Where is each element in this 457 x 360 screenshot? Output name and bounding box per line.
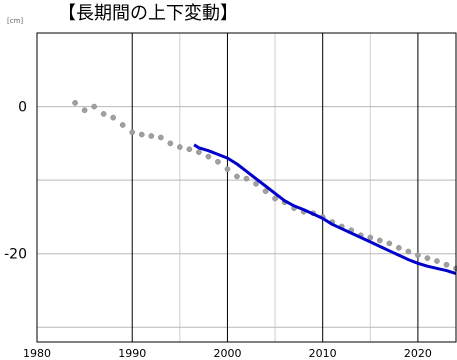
y-unit-label: [cm] bbox=[7, 17, 23, 25]
chart-title: 【長期間の上下変動】 bbox=[58, 3, 238, 24]
data-point bbox=[405, 248, 412, 255]
data-point bbox=[110, 114, 117, 121]
data-point bbox=[205, 153, 212, 160]
data-point bbox=[253, 180, 259, 187]
data-point bbox=[243, 175, 250, 182]
data-point bbox=[376, 237, 383, 244]
y-tick-labels: 0 -20 bbox=[4, 100, 27, 263]
data-point bbox=[186, 146, 193, 153]
plot-frame bbox=[36, 32, 457, 343]
data-point bbox=[215, 158, 221, 165]
x-tick-label: 2010 bbox=[309, 347, 337, 360]
data-point bbox=[434, 258, 440, 264]
data-point bbox=[196, 149, 202, 156]
data-point bbox=[81, 107, 88, 114]
data-point bbox=[72, 100, 78, 106]
y-tick-label: 0 bbox=[18, 100, 27, 116]
data-point bbox=[224, 166, 231, 172]
data-point bbox=[367, 234, 374, 241]
data-point bbox=[443, 261, 450, 268]
x-tick-label: 2000 bbox=[213, 347, 241, 360]
data-point bbox=[91, 103, 97, 110]
data-point bbox=[424, 255, 431, 261]
data-point bbox=[167, 140, 174, 147]
data-point bbox=[176, 144, 183, 150]
series-line-path bbox=[193, 143, 457, 276]
data-point bbox=[148, 133, 155, 139]
grid bbox=[37, 32, 456, 342]
x-tick-labels: 1980 1990 2000 2010 2020 bbox=[23, 347, 432, 360]
data-point bbox=[119, 122, 126, 128]
data-point bbox=[234, 173, 240, 180]
data-point bbox=[100, 111, 107, 117]
x-tick-label: 2020 bbox=[404, 347, 432, 360]
y-tick-label: -20 bbox=[4, 247, 27, 263]
x-tick-label: 1980 bbox=[23, 347, 51, 360]
data-point bbox=[415, 252, 421, 259]
data-point bbox=[396, 244, 402, 251]
data-point bbox=[138, 131, 145, 138]
data-point bbox=[129, 129, 136, 136]
data-point bbox=[272, 195, 278, 202]
data-point bbox=[262, 188, 269, 195]
series-line bbox=[193, 143, 457, 276]
x-tick-label: 1990 bbox=[118, 347, 146, 360]
data-point bbox=[386, 240, 393, 247]
data-point bbox=[157, 134, 164, 141]
